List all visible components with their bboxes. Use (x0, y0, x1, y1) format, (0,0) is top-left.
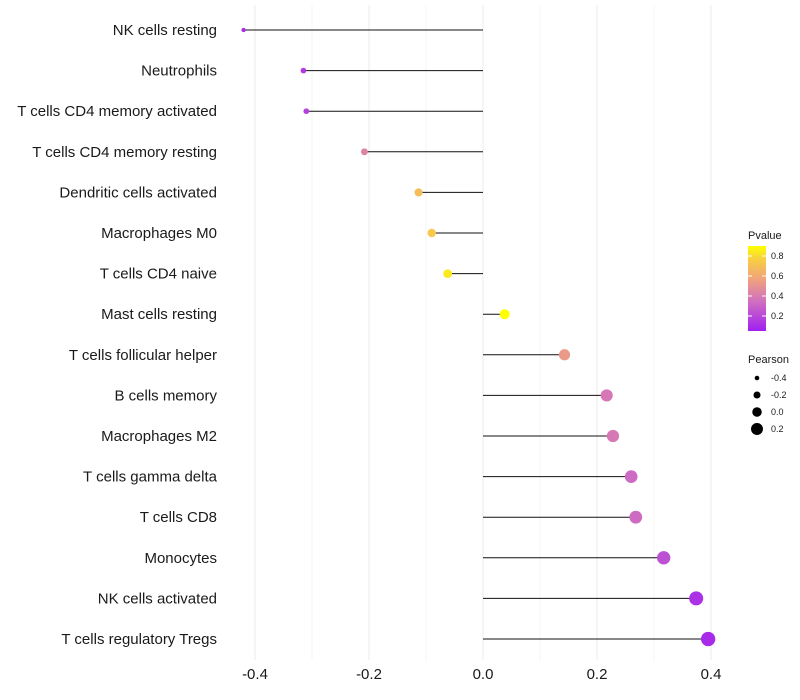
lollipop-point (558, 349, 571, 361)
lollipop-point (303, 108, 310, 115)
category-label: B cells memory (114, 387, 217, 404)
colorbar-tick-label: 0.4 (771, 291, 784, 301)
lollipop-point (427, 228, 436, 238)
lollipop-point (300, 67, 307, 74)
lollipop-point (360, 148, 368, 156)
category-label: NK cells resting (113, 22, 217, 39)
lollipop-point (600, 389, 613, 402)
category-label: Dendritic cells activated (59, 184, 217, 201)
category-label: T cells gamma delta (83, 469, 218, 486)
x-axis-ticks: -0.4 -0.2 0.0 0.2 0.4 (242, 666, 721, 683)
stems (243, 29, 709, 640)
category-label: Monocytes (144, 550, 217, 567)
lollipop-point (414, 188, 423, 197)
pearson-legend: Pearson -0.4 -0.2 0.0 0.2 (748, 354, 789, 435)
pvalue-legend-title: Pvalue (748, 230, 782, 242)
category-label: T cells regulatory Tregs (61, 631, 217, 648)
lollipop-point (606, 429, 620, 443)
category-label: T cells follicular helper (69, 347, 217, 364)
category-label: Macrophages M0 (101, 225, 217, 242)
x-tick-label: 0.4 (701, 666, 722, 683)
size-legend-dot (751, 423, 763, 435)
lollipop-point (700, 631, 716, 647)
size-legend-label: -0.2 (771, 390, 787, 400)
pvalue-legend: Pvalue 0.8 0.6 0.4 0.2 (748, 230, 784, 331)
lollipop-point (241, 27, 246, 33)
category-label: NK cells activated (98, 590, 217, 607)
category-label: T cells CD4 memory resting (32, 144, 217, 161)
pvalue-colorbar (748, 246, 766, 331)
lollipop-point (624, 470, 638, 483)
lollipop-point (443, 269, 453, 278)
lollipop-point (629, 510, 643, 524)
x-tick-label: -0.2 (356, 666, 382, 683)
category-label: Mast cells resting (101, 306, 217, 323)
points (241, 27, 716, 647)
x-tick-label: -0.4 (242, 666, 268, 683)
x-tick-label: 0.2 (587, 666, 608, 683)
category-label: T cells CD4 naive (100, 266, 217, 283)
lollipop-point (499, 309, 510, 320)
category-label: Neutrophils (141, 63, 217, 80)
grid (254, 5, 712, 660)
category-label: T cells CD8 (140, 509, 217, 526)
category-label: T cells CD4 memory activated (17, 103, 217, 120)
category-label: Macrophages M2 (101, 428, 217, 445)
size-legend-dot (754, 375, 760, 381)
size-legend-label: -0.4 (771, 373, 787, 383)
x-tick-label: 0.0 (473, 666, 494, 683)
lollipop-point (689, 591, 704, 606)
size-legend-label: 0.2 (771, 424, 784, 434)
colorbar-tick-label: 0.8 (771, 251, 784, 261)
size-legend-dot (753, 391, 761, 399)
size-legend-label: 0.0 (771, 407, 784, 417)
lollipop-point (657, 551, 671, 565)
pearson-legend-title: Pearson (748, 354, 789, 366)
size-legend-dot (752, 407, 762, 417)
category-labels: NK cells resting Neutrophils T cells CD4 m… (17, 22, 217, 648)
colorbar-tick-label: 0.2 (771, 311, 784, 321)
colorbar-tick-label: 0.6 (771, 271, 784, 281)
